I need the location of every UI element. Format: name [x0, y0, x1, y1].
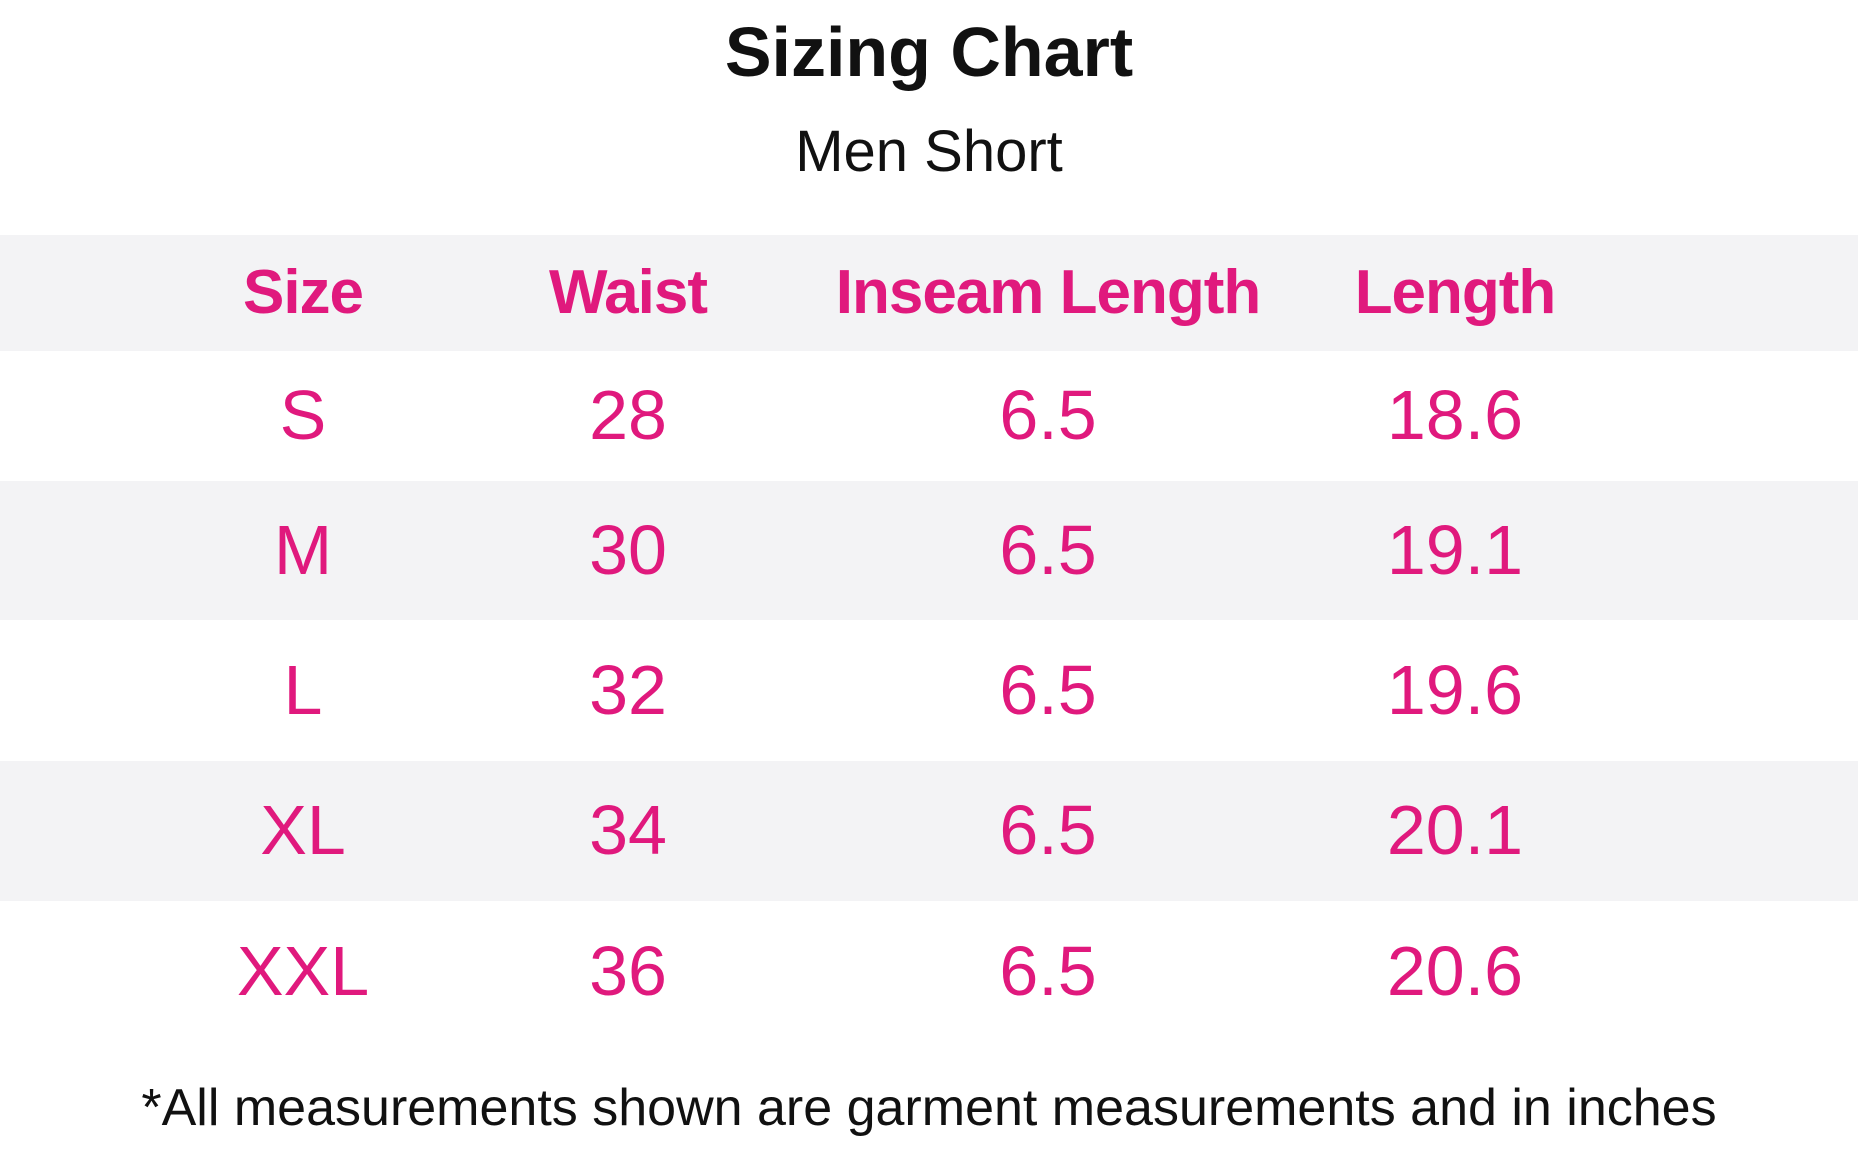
table-cell: L — [283, 650, 323, 729]
table-cell: 18.6 — [1386, 376, 1524, 455]
table-cell: 6.5 — [999, 791, 1097, 870]
table-cell: 28 — [589, 376, 667, 455]
table-cell: XL — [260, 791, 346, 870]
table-cell: XXL — [236, 932, 370, 1011]
table-row — [0, 761, 1858, 901]
table-cell: 6.5 — [999, 932, 1097, 1011]
column-header: Waist — [548, 258, 708, 328]
table-cell: 34 — [589, 791, 667, 870]
table-row — [0, 620, 1858, 761]
table-cell: 6.5 — [999, 650, 1097, 729]
header-row — [0, 235, 1858, 351]
table-cell: 20.6 — [1386, 932, 1524, 1011]
column-header: Size — [242, 258, 364, 328]
table-cell: S — [279, 376, 327, 455]
footnote: *All measurements shown are garment meas… — [141, 1079, 1717, 1137]
table-cell: 6.5 — [999, 376, 1097, 455]
table-cell: 19.1 — [1386, 510, 1524, 589]
table-cell: M — [273, 510, 333, 589]
table-row — [0, 481, 1858, 620]
table-cell: 6.5 — [999, 510, 1097, 589]
column-header: Length — [1354, 258, 1557, 328]
column-header: Inseam Length — [835, 258, 1262, 328]
table-cell: 19.6 — [1386, 650, 1524, 729]
subtitle: Men Short — [795, 119, 1063, 184]
title: Sizing Chart — [724, 13, 1134, 91]
table-cell: 30 — [589, 510, 667, 589]
table-cell: 36 — [589, 932, 667, 1011]
table-cell: 32 — [589, 650, 667, 729]
table-cell: 20.1 — [1386, 791, 1524, 870]
